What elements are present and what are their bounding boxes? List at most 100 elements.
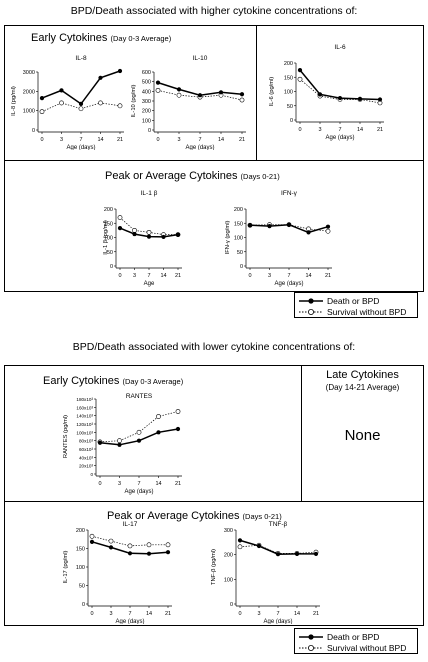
none-label: None <box>344 427 381 444</box>
x-tick-label: 14 <box>97 137 103 143</box>
y-tick-label: 100 <box>284 90 293 96</box>
y-tick-label: 20x10³ <box>79 464 94 469</box>
legend-death-marker <box>299 633 323 640</box>
chart-title: IL-1 β <box>141 190 158 197</box>
legend-item-death: Death or BPD <box>299 631 379 642</box>
x-axis-label: Age (days) <box>185 145 214 150</box>
data-point-survival <box>117 103 123 109</box>
y-tick-label: 150 <box>284 75 293 81</box>
il8-chart: IL-8 0 1000 2000 3000 0 3 7 14 21 Age (days) IL-8 (… <box>11 55 124 150</box>
chart-title: IL-10 <box>193 55 208 62</box>
data-point-death-or-bpd <box>294 551 300 557</box>
y-tick-label: 300 <box>224 528 233 534</box>
data-point-death-or-bpd <box>89 539 95 544</box>
data-point-death-or-bpd <box>306 230 311 235</box>
x-tick-label: 21 <box>377 127 383 133</box>
x-tick-label: 0 <box>238 611 241 617</box>
series-line-death-or-bpd <box>41 70 121 105</box>
data-point-death-or-bpd <box>146 234 152 239</box>
y-tick-label: 80x10³ <box>79 439 94 444</box>
panel-subtitle-text: (Days 0-21) <box>240 172 280 181</box>
y-tick-label: 50 <box>79 584 85 590</box>
y-tick-label: 200 <box>142 109 151 115</box>
x-axis-label: Age (days) <box>263 619 292 624</box>
y-tick-label: 300 <box>142 99 151 105</box>
y-tick-label: 140x10³ <box>76 414 93 419</box>
x-tick-label: 0 <box>156 137 159 143</box>
legend-survival-marker <box>299 644 323 651</box>
x-tick-label: 7 <box>128 611 131 617</box>
late-cytokines-subtitle: (Day 14-21 Average) <box>325 383 400 392</box>
data-point-death-or-bpd <box>237 538 243 543</box>
y-tick-label: 0 <box>90 472 93 477</box>
data-point-death-or-bpd <box>325 224 331 229</box>
rantes-chart: RANTES 0 20x10³ 40x10³ 60x10³ 80x10³ 100x10³ 12… <box>63 393 182 495</box>
x-tick-label: 14 <box>305 273 311 279</box>
data-point-death-or-bpd <box>127 551 133 556</box>
il10-chart: IL-10 0 100 200 300 400 500 600 0 3 7 14 21 Age (days… <box>131 55 246 150</box>
legend-item-survival: Survival without BPD <box>299 642 406 653</box>
data-point-survival <box>146 542 152 548</box>
y-axis-label: IL-10 (pg/ml) <box>131 85 137 118</box>
panel-subtitle-text: (Day 0-3 Average) <box>122 377 184 386</box>
x-tick-label: 3 <box>133 273 136 279</box>
y-tick-label: 0 <box>240 264 243 270</box>
y-tick-label: 0 <box>110 264 113 270</box>
series-line-survival <box>99 411 179 443</box>
y-tick-label: 100 <box>142 118 151 124</box>
y-tick-label: 1000 <box>23 109 35 115</box>
bottom-heading: BPD/Death associated with lower cytokine… <box>72 341 356 353</box>
data-point-death-or-bpd <box>337 95 343 101</box>
legend-survival-label: Survival without BPD <box>327 306 407 317</box>
x-tick-label: 14 <box>357 127 363 133</box>
data-point-death-or-bpd <box>275 552 281 557</box>
data-point-death-or-bpd <box>377 97 383 102</box>
x-tick-label: 21 <box>239 137 245 143</box>
x-tick-label: 0 <box>98 481 101 487</box>
data-point-survival <box>325 228 331 234</box>
y-axis-label: TNF-β (pg/ml) <box>211 549 217 585</box>
x-axis-label: Age (days) <box>274 281 303 287</box>
data-point-survival <box>146 229 152 235</box>
y-tick-label: 600 <box>142 70 151 76</box>
panel-title-text: Peak or Average Cytokines <box>105 170 238 182</box>
y-tick-label: 0 <box>82 602 85 608</box>
data-point-death-or-bpd <box>286 222 292 227</box>
y-tick-label: 100 <box>234 236 243 242</box>
legend-item-death: Death or BPD <box>299 295 379 306</box>
x-tick-label: 0 <box>118 273 121 279</box>
data-point-death-or-bpd <box>117 442 122 447</box>
data-point-survival <box>132 227 137 233</box>
data-point-death-or-bpd <box>247 223 253 228</box>
chart-title: TNF-β <box>269 521 288 528</box>
y-tick-label: 200 <box>234 207 243 213</box>
y-tick-label: 0 <box>290 118 293 124</box>
data-point-survival <box>39 109 45 115</box>
data-point-death-or-bpd <box>267 224 272 229</box>
tnfb-chart: TNF-β 0 100 200 300 0 3 7 14 21 Age (days) TNF-β (p… <box>211 521 320 624</box>
x-tick-label: 7 <box>147 273 150 279</box>
x-tick-label: 21 <box>175 481 181 487</box>
y-tick-label: 50 <box>237 250 243 256</box>
chart-title: IL-8 <box>75 55 87 62</box>
data-point-death-or-bpd <box>357 96 363 102</box>
y-tick-label: 150 <box>234 221 243 227</box>
x-tick-label: 3 <box>318 127 321 133</box>
x-tick-label: 14 <box>218 137 224 143</box>
legend-survival-label: Survival without BPD <box>327 642 407 653</box>
x-tick-label: 3 <box>177 137 180 143</box>
legend-death-label: Death or BPD <box>327 631 380 642</box>
data-point-death-or-bpd <box>39 96 45 101</box>
peak-cytokines-title-top: Peak or Average Cytokines (Days 0-21) <box>105 170 280 182</box>
data-point-survival <box>127 543 133 549</box>
series-line-survival <box>41 102 121 112</box>
y-axis-label: IL-6 (pg/ml) <box>269 77 275 107</box>
y-tick-label: 60x10³ <box>79 447 94 452</box>
panel-title-text: Early Cytokines <box>31 32 108 44</box>
y-tick-label: 3000 <box>23 70 35 76</box>
y-axis-label: IL-17 (pg/ml) <box>63 551 69 584</box>
y-tick-label: 40x10³ <box>79 455 94 460</box>
x-axis-label: Age (days) <box>115 619 144 624</box>
data-point-death-or-bpd <box>165 550 171 555</box>
data-point-survival <box>117 438 122 444</box>
